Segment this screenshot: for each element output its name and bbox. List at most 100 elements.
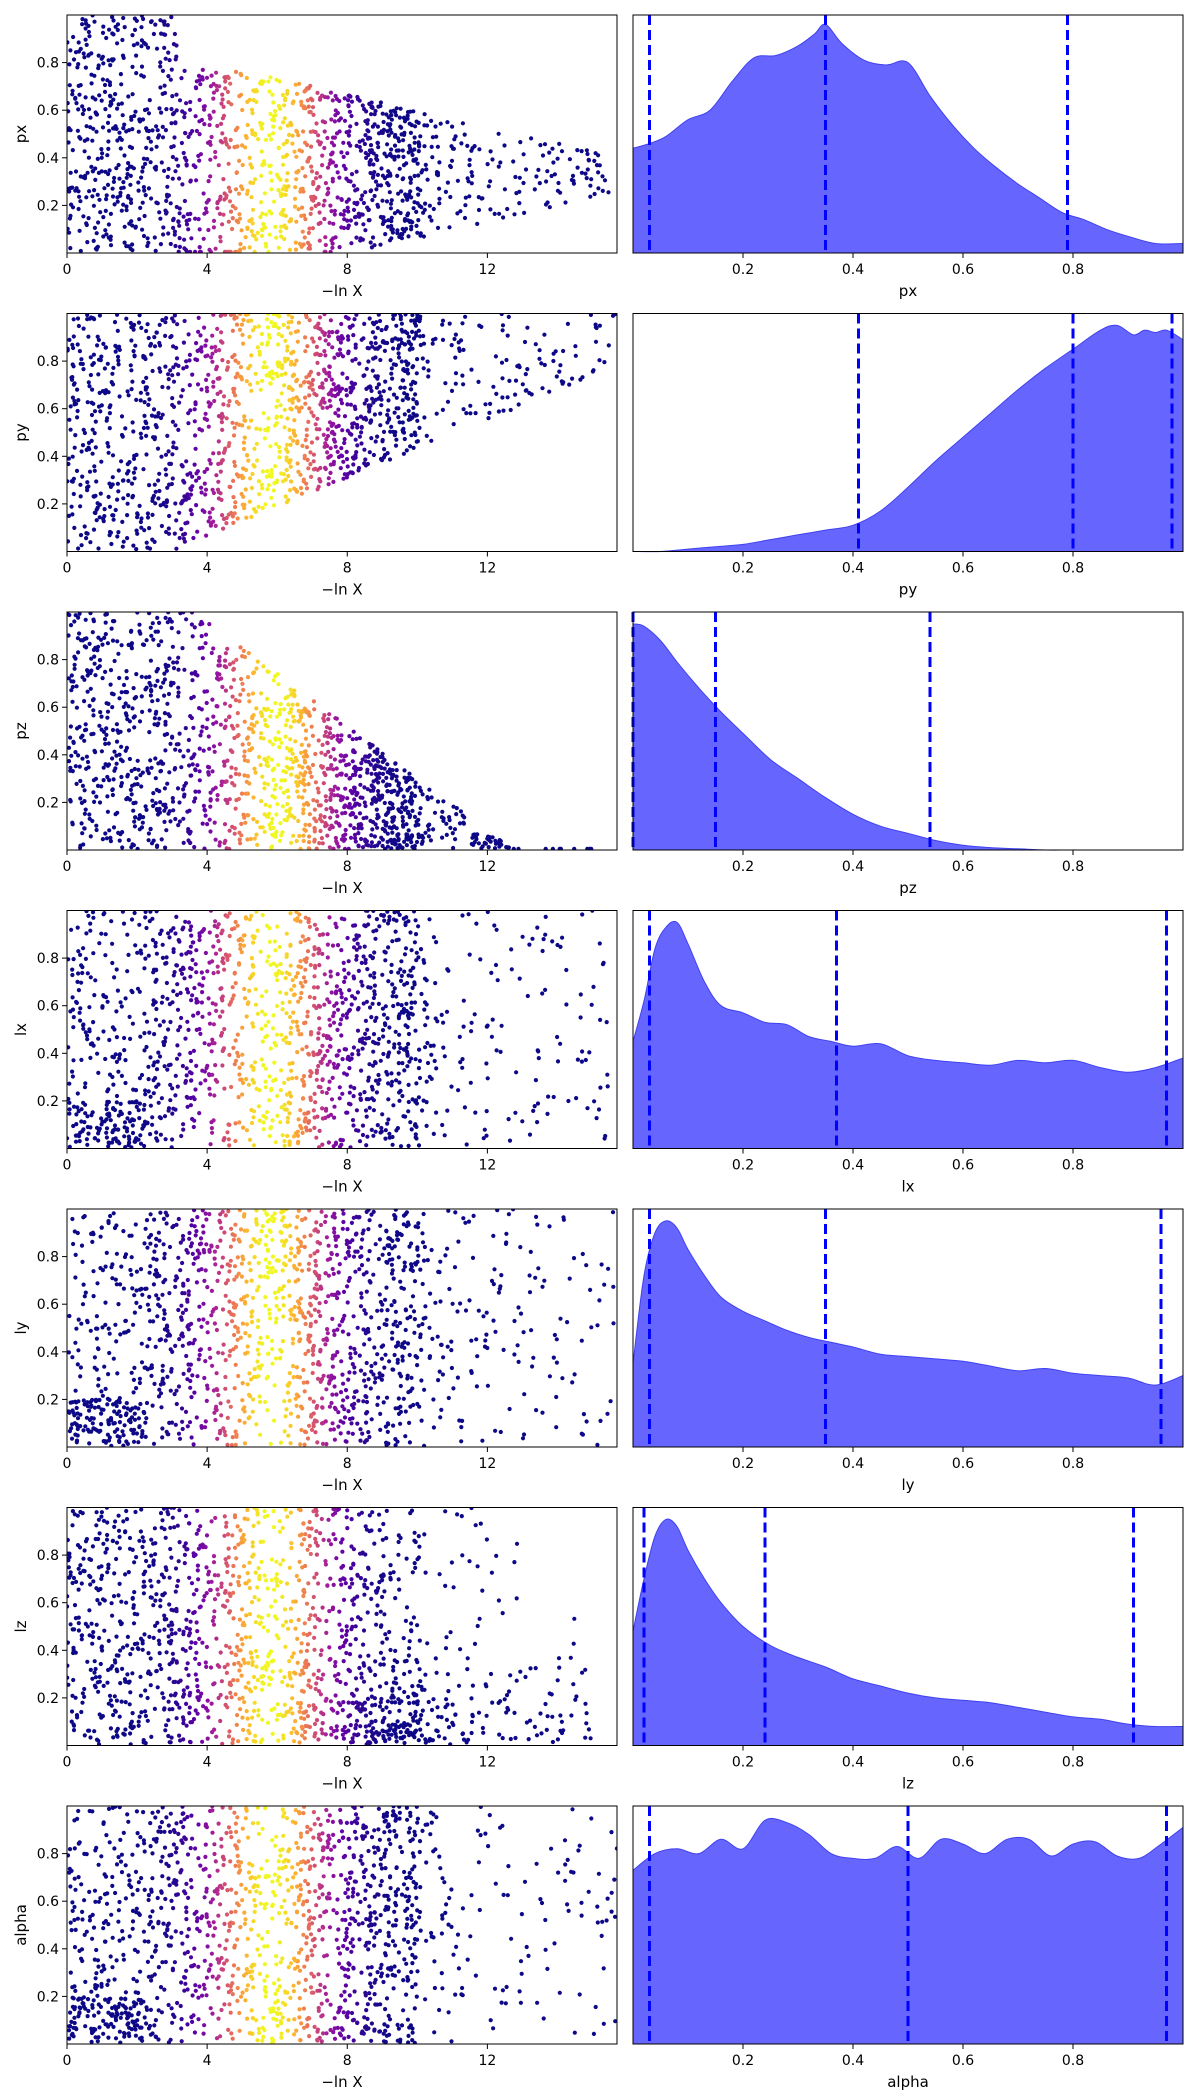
trace-point (522, 210, 527, 215)
trace-point (67, 126, 72, 131)
trace-point (153, 22, 158, 27)
trace-point (377, 390, 382, 395)
trace-point (67, 633, 71, 638)
trace-point (398, 210, 403, 216)
trace-point (344, 457, 350, 462)
trace-point (166, 449, 171, 454)
trace-point (351, 729, 356, 734)
trace-point (152, 435, 157, 440)
trace-point (223, 75, 228, 80)
trace-point (412, 793, 418, 799)
trace-point (486, 834, 491, 839)
trace-point (122, 1035, 127, 1041)
trace-point (374, 807, 379, 812)
trace-point (475, 221, 480, 226)
trace-point (119, 781, 124, 786)
trace-point (262, 781, 267, 786)
trace-point (130, 127, 135, 132)
trace-point (476, 195, 481, 200)
trace-point (334, 984, 339, 989)
trace-point (317, 336, 322, 341)
trace-point (198, 82, 203, 87)
trace-point (174, 108, 179, 113)
trace-point (67, 230, 72, 235)
trace-point (121, 682, 127, 688)
trace-point (539, 361, 544, 366)
trace-point (200, 75, 205, 80)
trace-point (504, 845, 509, 850)
trace-point (273, 321, 278, 326)
trace-point (513, 392, 518, 397)
trace-point (125, 167, 130, 172)
trace-point (345, 151, 350, 156)
trace-point (205, 764, 211, 770)
trace-point (543, 987, 548, 993)
trace-point (110, 727, 116, 733)
trace-point (345, 334, 351, 339)
trace-point (324, 377, 329, 382)
trace-point (249, 722, 254, 727)
trace-point (382, 918, 387, 923)
trace-point (303, 140, 308, 145)
x-tick-label: 4 (203, 262, 212, 278)
trace-point (71, 34, 76, 40)
trace-point (210, 333, 215, 338)
trace-point (402, 385, 407, 390)
trace-point (286, 702, 291, 707)
trace-point (103, 391, 108, 396)
trace-point (284, 745, 289, 751)
trace-point (281, 142, 286, 147)
trace-point (120, 519, 125, 525)
trace-point (253, 509, 258, 514)
trace-point (381, 127, 386, 132)
trace-point (243, 235, 248, 240)
trace-point (204, 200, 209, 205)
trace-point (300, 229, 305, 234)
trace-point (154, 124, 159, 129)
trace-point (210, 351, 215, 356)
trace-point (335, 170, 340, 175)
trace-point (497, 211, 502, 216)
trace-point (105, 809, 110, 814)
trace-point (274, 421, 279, 426)
trace-point (500, 323, 506, 328)
trace-point (422, 123, 427, 128)
trace-point (308, 129, 313, 134)
trace-point (460, 1065, 465, 1070)
trace-point (396, 781, 402, 786)
trace-point (302, 456, 307, 461)
trace-point (116, 358, 121, 363)
trace-point (325, 135, 330, 141)
trace-point (320, 119, 325, 124)
trace-point (166, 526, 171, 531)
trace-point (385, 811, 390, 816)
trace-point (231, 478, 236, 483)
trace-point (169, 106, 174, 112)
trace-point (299, 149, 304, 154)
trace-point (233, 698, 238, 703)
trace-point (243, 133, 248, 139)
trace-point (416, 173, 421, 178)
trace-point (392, 157, 397, 162)
y-tick-label: 0.4 (37, 748, 59, 764)
trace-point (173, 362, 178, 367)
trace-point (139, 325, 144, 330)
trace-point (100, 837, 105, 842)
trace-point (111, 777, 116, 782)
trace-point (125, 471, 130, 476)
trace-point (70, 362, 75, 367)
trace-point (128, 363, 133, 368)
trace-point (290, 133, 295, 138)
trace-point (214, 88, 219, 93)
trace-point (362, 785, 367, 790)
trace-point (104, 197, 109, 202)
trace-point (338, 771, 343, 777)
trace-point (174, 204, 179, 210)
trace-point (207, 122, 212, 128)
trace-point (177, 731, 182, 736)
trace-point (357, 945, 362, 950)
trace-point (177, 98, 183, 103)
trace-point (107, 114, 112, 119)
trace-point (323, 794, 328, 799)
trace-point (411, 206, 416, 211)
